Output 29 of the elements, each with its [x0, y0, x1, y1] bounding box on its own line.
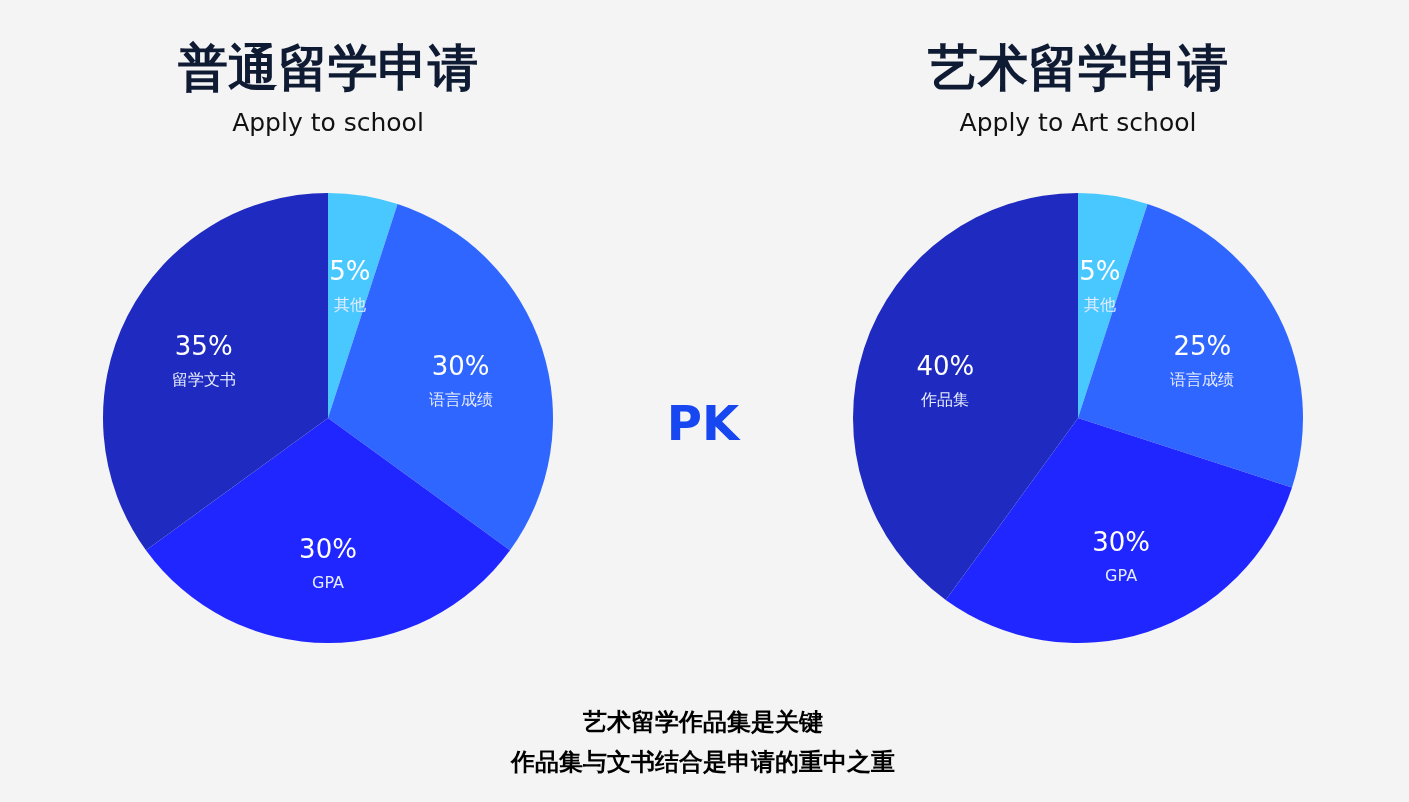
- chart-title: 普通留学申请: [178, 39, 478, 97]
- chart-subtitle: Apply to school: [232, 108, 424, 137]
- data-label: 35%: [174, 330, 233, 361]
- pie-slice: [1078, 204, 1303, 488]
- data-label: 30%: [431, 350, 490, 381]
- slice-label: 语言成绩: [428, 389, 493, 409]
- chart-subtitle: Apply to Art school: [959, 108, 1197, 137]
- pie-slice: [945, 418, 1292, 643]
- slice-label: 语言成绩: [1170, 369, 1235, 389]
- slice-label: 留学文书: [171, 369, 236, 389]
- chart-title: 艺术留学申请: [927, 39, 1228, 97]
- data-label: 40%: [916, 350, 975, 381]
- text: 作品集与文书结合是申请的重中之重: [510, 748, 895, 776]
- data-label: 5%: [1079, 256, 1121, 287]
- slice-label: GPA: [312, 572, 345, 592]
- pie-slice: [328, 193, 398, 418]
- text: 艺术留学作品集是关键: [582, 708, 823, 736]
- slice-label: 作品集: [920, 389, 970, 409]
- pie-slice: [853, 193, 1078, 601]
- data-label: 30%: [299, 533, 357, 564]
- data-label: 30%: [1092, 526, 1151, 557]
- slice-label: GPA: [1105, 565, 1138, 585]
- data-label: 5%: [329, 256, 371, 287]
- slice-label: 其他: [333, 295, 366, 315]
- pie-slice: [1078, 193, 1148, 418]
- slice-label: 其他: [1083, 295, 1116, 315]
- text: PK: [666, 395, 741, 451]
- data-label: 25%: [1173, 330, 1232, 361]
- pie-slice: [145, 418, 511, 643]
